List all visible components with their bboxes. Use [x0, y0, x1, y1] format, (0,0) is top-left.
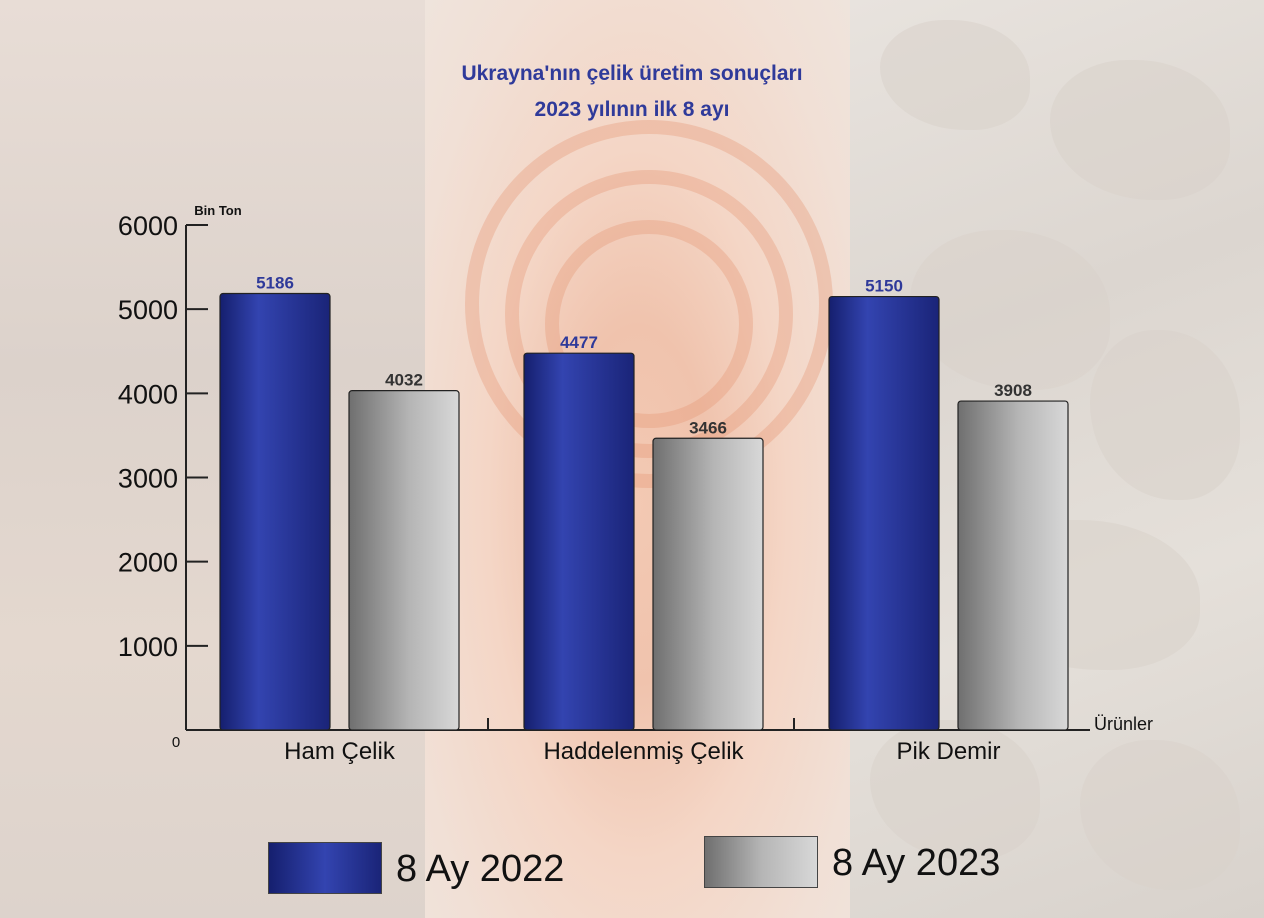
x-category-label: Ham Çelik [284, 738, 396, 765]
y-tick-label: 1000 [118, 632, 178, 662]
bar-value-label: 3908 [994, 381, 1032, 400]
bar-2022 [219, 292, 331, 731]
background-rock [1050, 60, 1230, 200]
bar-value-label: 5150 [865, 277, 903, 296]
background-rock [910, 230, 1110, 390]
bar-2023 [652, 437, 764, 731]
bar-2022 [828, 295, 940, 731]
background-rock [880, 20, 1030, 130]
legend-swatch-2023 [704, 836, 818, 888]
legend-label-2022: 8 Ay 2022 [396, 848, 565, 890]
y-tick-label: 6000 [118, 211, 178, 241]
bar-value-label: 3466 [689, 418, 727, 437]
y-axis-label: Bin Ton [194, 203, 241, 218]
chart-labels: 6000 5000 4000 3000 2000 1000 0 Bin Ton Ürünler 5… [118, 203, 1153, 765]
y-tick-label: 4000 [118, 379, 178, 409]
bar-value-label: 5186 [256, 274, 294, 293]
y-tick-label: 3000 [118, 464, 178, 494]
y-tick-label: 5000 [118, 295, 178, 325]
bar-2022 [523, 352, 635, 731]
chart-bars [219, 292, 1069, 731]
bar-value-label: 4032 [385, 371, 423, 390]
background-rock [1080, 740, 1240, 890]
bar-value-label: 4477 [560, 333, 598, 352]
bar-2023 [348, 390, 460, 731]
y-tick-label: 0 [172, 734, 180, 751]
legend-label-2023: 8 Ay 2023 [832, 842, 1001, 884]
legend-swatch-2022 [268, 842, 382, 894]
x-category-label: Pik Demir [896, 738, 1000, 765]
background-center-panel [425, 0, 850, 918]
x-axis-label: Ürünler [1094, 714, 1153, 734]
chart-subtitle: 2023 yılının ilk 8 ayı [534, 98, 730, 121]
x-category-label: Haddelenmiş Çelik [543, 738, 744, 765]
background-rock [1090, 330, 1240, 500]
y-tick-label: 2000 [118, 548, 178, 578]
chart-title: Ukrayna'nın çelik üretim sonuçları [461, 62, 803, 85]
chart-axes [185, 224, 1090, 731]
bar-2023 [957, 400, 1069, 731]
background-rock [870, 720, 1040, 860]
